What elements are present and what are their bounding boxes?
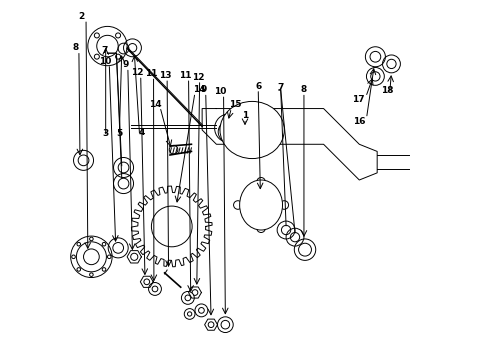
Text: 16: 16 (353, 117, 366, 126)
Text: 11: 11 (145, 69, 158, 78)
Text: 4: 4 (138, 129, 145, 138)
Text: 7: 7 (277, 83, 284, 92)
Circle shape (181, 292, 194, 304)
Text: 13: 13 (159, 71, 172, 80)
Circle shape (198, 307, 204, 313)
Circle shape (152, 286, 158, 292)
Circle shape (195, 304, 208, 317)
Text: 14: 14 (148, 100, 161, 109)
Polygon shape (205, 319, 218, 330)
Text: 15: 15 (229, 100, 241, 109)
Text: 14: 14 (193, 85, 206, 94)
Circle shape (185, 295, 191, 301)
Circle shape (184, 309, 195, 319)
Polygon shape (202, 109, 377, 180)
Text: 12: 12 (192, 73, 204, 82)
Text: 11: 11 (179, 71, 192, 80)
Text: 18: 18 (381, 86, 393, 95)
Text: 7: 7 (101, 46, 108, 55)
Text: 3: 3 (102, 129, 109, 138)
Ellipse shape (240, 180, 283, 230)
Text: 2: 2 (78, 12, 85, 21)
Text: 8: 8 (301, 85, 307, 94)
Polygon shape (189, 287, 201, 298)
Polygon shape (131, 186, 212, 267)
Text: 9: 9 (123, 60, 129, 69)
Text: 5: 5 (116, 129, 122, 138)
Text: 17: 17 (352, 95, 365, 104)
Polygon shape (127, 251, 142, 263)
Circle shape (188, 312, 192, 316)
Text: 9: 9 (201, 85, 207, 94)
Polygon shape (377, 155, 409, 169)
Text: 1: 1 (242, 111, 248, 120)
Circle shape (148, 283, 161, 296)
Polygon shape (140, 276, 153, 287)
Text: 12: 12 (131, 68, 144, 77)
Polygon shape (131, 125, 217, 128)
Text: 10: 10 (214, 87, 226, 96)
Text: 8: 8 (72, 43, 78, 52)
Text: 10: 10 (99, 57, 112, 66)
Ellipse shape (220, 102, 284, 158)
Text: 6: 6 (255, 82, 261, 91)
